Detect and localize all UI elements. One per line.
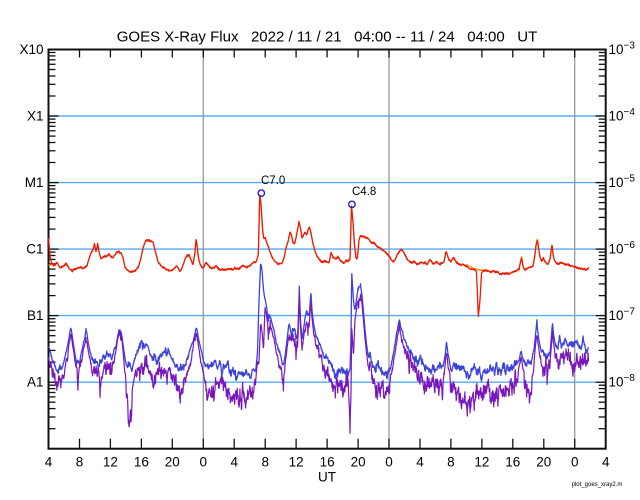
svg-text:8: 8 xyxy=(261,455,269,470)
svg-text:16: 16 xyxy=(134,455,149,470)
svg-text:20: 20 xyxy=(351,455,366,470)
svg-text:GOES X-Ray Flux 2022 / 11 /: GOES X-Ray Flux 2022 / 11 / 21 04:00 -- … xyxy=(117,29,537,46)
svg-text:4: 4 xyxy=(416,455,424,470)
svg-text:8: 8 xyxy=(447,455,455,470)
svg-text:12: 12 xyxy=(474,455,489,470)
svg-text:A1: A1 xyxy=(27,375,44,390)
svg-text:X1: X1 xyxy=(27,109,44,124)
svg-text:20: 20 xyxy=(165,455,180,470)
svg-text:4: 4 xyxy=(45,455,53,470)
svg-text:16: 16 xyxy=(505,455,520,470)
svg-text:X10: X10 xyxy=(19,42,43,57)
svg-text:0: 0 xyxy=(385,455,393,470)
svg-text:C7.0: C7.0 xyxy=(261,175,285,187)
svg-text:M1: M1 xyxy=(25,175,44,190)
svg-text:12: 12 xyxy=(289,455,304,470)
svg-text:12: 12 xyxy=(103,455,118,470)
svg-text:8: 8 xyxy=(76,455,84,470)
svg-text:0: 0 xyxy=(200,455,208,470)
svg-text:B1: B1 xyxy=(27,308,44,323)
svg-text:C4.8: C4.8 xyxy=(352,186,376,198)
svg-text:plot_goes_xray2.m: plot_goes_xray2.m xyxy=(572,482,623,488)
svg-text:0: 0 xyxy=(571,455,579,470)
svg-text:20: 20 xyxy=(536,455,551,470)
svg-text:4: 4 xyxy=(230,455,238,470)
svg-text:16: 16 xyxy=(320,455,335,470)
svg-text:C1: C1 xyxy=(26,242,43,257)
svg-text:UT: UT xyxy=(318,470,336,485)
svg-text:4: 4 xyxy=(602,455,610,470)
